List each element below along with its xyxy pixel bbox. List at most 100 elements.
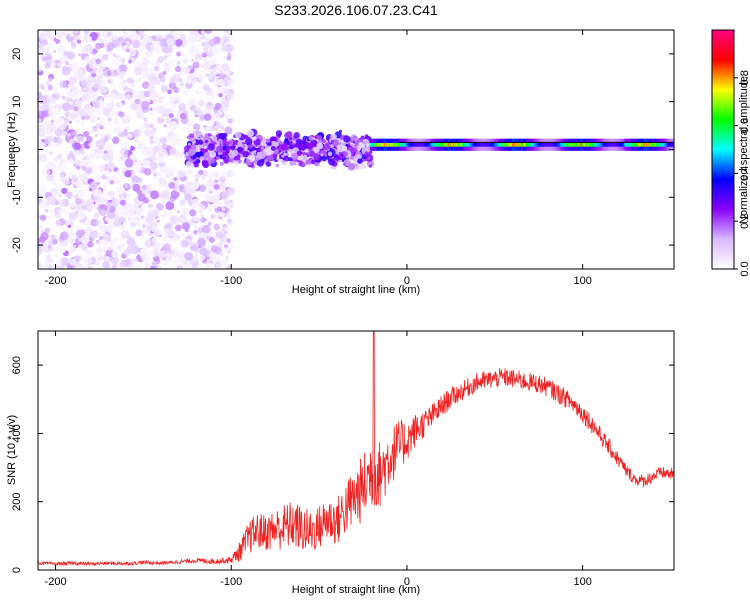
spectrogram-cell bbox=[95, 58, 102, 65]
spectrogram-cell bbox=[172, 30, 181, 39]
spectrogram-cell bbox=[213, 171, 220, 178]
spectrogram-cell bbox=[198, 100, 205, 107]
spectrogram-cell bbox=[102, 260, 110, 269]
spectrogram-cell bbox=[84, 43, 94, 53]
spectrogram-cell bbox=[62, 67, 71, 76]
spectrogram-cell bbox=[89, 146, 96, 153]
spectrogram-cell bbox=[256, 147, 262, 153]
spectrogram-cell bbox=[143, 90, 151, 98]
spectrogram-cell bbox=[218, 241, 224, 246]
spectrogram-cell bbox=[226, 79, 233, 85]
spectrogram-cell bbox=[191, 137, 196, 142]
spectrogram-cell bbox=[157, 265, 163, 269]
spectrogram-cell bbox=[327, 158, 336, 166]
spectrogram-cell bbox=[56, 117, 65, 126]
spectrogram-cell bbox=[186, 168, 193, 175]
spectrogram-cell bbox=[138, 123, 148, 132]
spectrogram-cell bbox=[50, 234, 56, 240]
spectrogram-cell bbox=[149, 135, 154, 141]
spectrogram-cell bbox=[219, 108, 223, 112]
spectrogram-cell bbox=[129, 78, 135, 84]
spectrogram-cell bbox=[204, 171, 209, 176]
spectrogram-cell bbox=[245, 137, 253, 146]
spectrogram-cell bbox=[201, 52, 208, 58]
colorbar-gradient bbox=[711, 29, 735, 270]
spectrogram-cell bbox=[94, 133, 98, 137]
spectrogram-cell bbox=[208, 150, 217, 158]
spectrogram-cell bbox=[118, 111, 125, 118]
spectrogram-cell bbox=[201, 175, 206, 180]
spectrogram-cell bbox=[207, 173, 213, 179]
spectrogram-cell bbox=[150, 61, 154, 66]
snr-series-line bbox=[38, 331, 674, 567]
spectrogram-cell bbox=[59, 177, 65, 183]
spectrogram-cell bbox=[132, 131, 138, 137]
spectrogram-cell bbox=[163, 152, 169, 158]
spectrogram-cell bbox=[150, 43, 159, 52]
spectrogram-cell bbox=[316, 135, 322, 141]
spectrogram-cell bbox=[223, 30, 231, 34]
spectrogram-cell bbox=[217, 138, 223, 144]
spectrogram-cell bbox=[111, 237, 121, 247]
spectrogram-cell bbox=[137, 144, 143, 150]
spectrogram-cell bbox=[115, 197, 120, 203]
spectrogram-cell bbox=[98, 99, 104, 104]
spectrogram-cell bbox=[198, 90, 203, 95]
spectrogram-y-tick-label: 20 bbox=[11, 48, 23, 60]
spectrogram-cell bbox=[38, 117, 42, 124]
spectrogram-cell bbox=[58, 198, 66, 207]
spectrogram-cell bbox=[125, 48, 130, 53]
spectrogram-cell bbox=[151, 76, 161, 86]
colorbar: 0.0 0.2 0.4 0.6 0.8 Normalized spectral ampl… bbox=[711, 29, 750, 277]
spectrogram-cell bbox=[46, 254, 51, 260]
spectrogram-cell bbox=[91, 58, 96, 63]
spectrogram-cell bbox=[57, 44, 66, 53]
spectrogram-cell bbox=[133, 60, 141, 69]
spectrogram-cell bbox=[41, 43, 45, 47]
spectrogram-cell bbox=[97, 196, 106, 205]
spectrogram-cell bbox=[137, 77, 142, 82]
spectrogram-cell bbox=[364, 134, 369, 138]
chart-title: S233.2026.106.07.23.C41 bbox=[274, 2, 438, 18]
spectrogram-cell bbox=[96, 178, 101, 183]
spectrogram-cell bbox=[151, 237, 157, 243]
spectrogram-cell bbox=[245, 159, 252, 166]
spectrogram-cell bbox=[149, 162, 158, 170]
spectrogram-cell bbox=[95, 174, 102, 181]
spectrogram-cell bbox=[226, 170, 234, 178]
spectrogram-cell bbox=[213, 200, 222, 208]
spectrogram-cell bbox=[67, 224, 72, 228]
spectrogram-cell bbox=[91, 126, 99, 134]
spectrogram-cell bbox=[76, 150, 80, 155]
spectrogram-cell bbox=[158, 158, 164, 164]
spectrogram-cell bbox=[316, 142, 323, 149]
spectrogram-cell bbox=[313, 153, 320, 161]
spectrogram-cell bbox=[149, 90, 153, 94]
spectrogram-cell bbox=[165, 173, 171, 179]
colorbar-tick-label: 0.4 bbox=[739, 166, 750, 181]
spectrogram-cell bbox=[103, 169, 111, 177]
spectrogram-cell bbox=[126, 244, 136, 254]
spectrogram-cell bbox=[199, 247, 208, 255]
spectrogram-cell bbox=[88, 88, 94, 95]
spectrogram-x-axis-label: Height of straight line (km) bbox=[292, 284, 420, 296]
spectrogram-cell bbox=[217, 128, 223, 134]
spectrogram-cell bbox=[49, 210, 54, 215]
spectrogram-cell bbox=[63, 56, 68, 61]
spectrogram-cell bbox=[161, 143, 168, 150]
spectrogram-cell bbox=[45, 46, 49, 51]
spectrogram-cell bbox=[221, 191, 230, 200]
spectrogram-cell bbox=[69, 104, 75, 110]
spectrogram-cell bbox=[116, 178, 122, 184]
spectrogram-cell bbox=[113, 126, 122, 135]
spectrogram-cell bbox=[107, 79, 112, 84]
spectrogram-cell bbox=[57, 155, 61, 159]
spectrogram-cell bbox=[47, 111, 52, 116]
spectrogram-cell bbox=[73, 30, 79, 34]
spectrogram-cell bbox=[118, 64, 128, 73]
spectrogram-cell bbox=[119, 241, 125, 248]
snr-y-ticks: 0 200 400 600 bbox=[11, 356, 674, 573]
spectrogram-cell bbox=[45, 60, 51, 66]
spectrogram-cell bbox=[195, 90, 199, 95]
spectrogram-cell bbox=[321, 155, 327, 162]
